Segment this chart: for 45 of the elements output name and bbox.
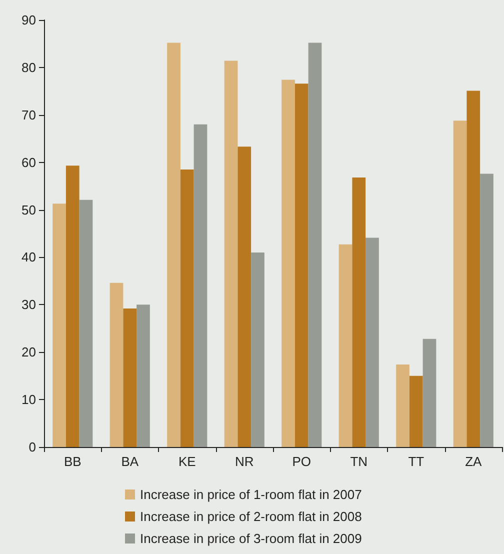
bar [366,238,379,447]
y-tick-label: 50 [22,202,36,218]
bar [480,174,494,447]
x-tick-label: ZA [465,454,482,469]
bar [409,376,423,447]
legend-label: Increase in price of 3-room flat in 2009 [140,531,362,546]
bar [352,178,366,447]
bar [294,84,308,447]
x-tick-label: TN [350,454,368,469]
bar [66,166,80,447]
bar [251,252,264,447]
y-tick-label: 30 [22,297,36,312]
bar [123,308,137,447]
y-tick-label: 0 [28,440,36,454]
y-tick-label: 20 [22,344,36,360]
bar [224,60,238,447]
bar [167,42,180,447]
x-tick-label: TT [408,454,424,469]
bar [180,169,194,447]
legend-label: Increase in price of 1-room flat in 2007 [140,487,362,502]
bar [422,338,436,447]
legend-label: Increase in price of 2-room flat in 2008 [140,509,362,524]
y-tick-label: 70 [22,107,36,122]
bar [466,90,480,447]
bar [194,124,208,447]
bar [282,80,295,447]
y-tick-label: 90 [22,12,36,28]
y-tick-label: 10 [22,392,36,408]
x-tick-label: PO [292,454,312,469]
bar [136,304,150,447]
bar [238,146,252,447]
bar [52,204,66,447]
y-tick-label: 60 [22,154,36,170]
bar [453,120,467,447]
bar [110,282,124,447]
x-tick-label: BA [121,454,139,469]
bar [308,42,322,447]
y-tick-label: 40 [22,250,36,265]
x-tick-label: BB [64,454,82,469]
x-tick-label: KE [178,454,196,469]
bar [79,200,93,447]
bar [396,364,410,447]
y-tick-label: 80 [22,60,36,75]
bar [338,244,352,447]
x-tick-label: NR [234,454,254,469]
